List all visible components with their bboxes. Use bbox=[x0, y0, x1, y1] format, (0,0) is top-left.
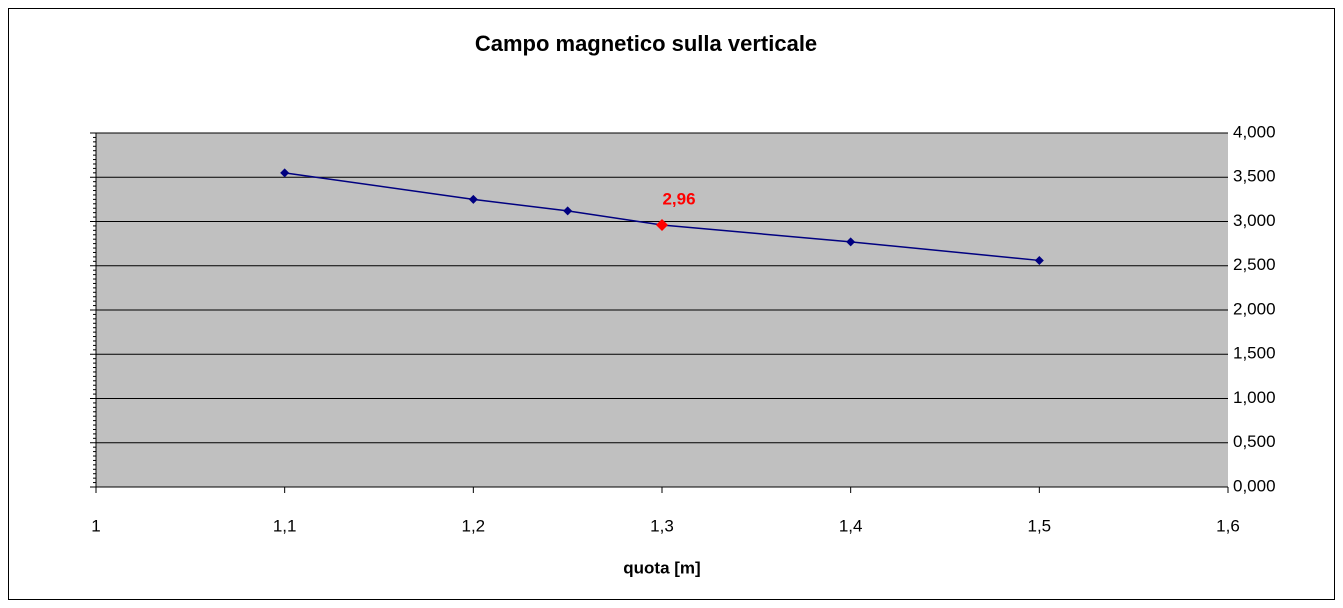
data-point bbox=[563, 206, 573, 216]
data-point bbox=[1034, 255, 1044, 265]
y-tick-label: 0,000 bbox=[1233, 476, 1276, 495]
y-tick-label: 2,000 bbox=[1233, 299, 1276, 318]
y-tick-label: 0,500 bbox=[1233, 432, 1276, 451]
chart-title: Campo magnetico sulla verticale bbox=[475, 31, 817, 56]
x-tick-label: 1,1 bbox=[273, 516, 297, 535]
x-tick-label: 1,6 bbox=[1216, 516, 1240, 535]
y-tick-label: 1,000 bbox=[1233, 388, 1276, 407]
data-point bbox=[280, 168, 290, 178]
x-tick-label: 1,3 bbox=[650, 516, 674, 535]
data-point bbox=[656, 219, 668, 232]
y-tick-label: 4,000 bbox=[1233, 122, 1276, 141]
x-tick-label: 1,5 bbox=[1028, 516, 1052, 535]
y-tick-label: 2,500 bbox=[1233, 255, 1276, 274]
data-point bbox=[846, 237, 856, 247]
data-label: 2,96 bbox=[662, 190, 695, 209]
y-tick-label: 1,500 bbox=[1233, 344, 1276, 363]
x-tick-label: 1,2 bbox=[462, 516, 486, 535]
x-tick-label: 1 bbox=[91, 516, 100, 535]
data-line bbox=[284, 172, 1040, 262]
y-tick-label: 3,000 bbox=[1233, 211, 1276, 230]
y-tick-label: 3,500 bbox=[1233, 167, 1276, 186]
x-tick-label: 1,4 bbox=[839, 516, 863, 535]
data-point bbox=[468, 194, 478, 204]
x-axis-title: quota [m] bbox=[623, 558, 700, 577]
